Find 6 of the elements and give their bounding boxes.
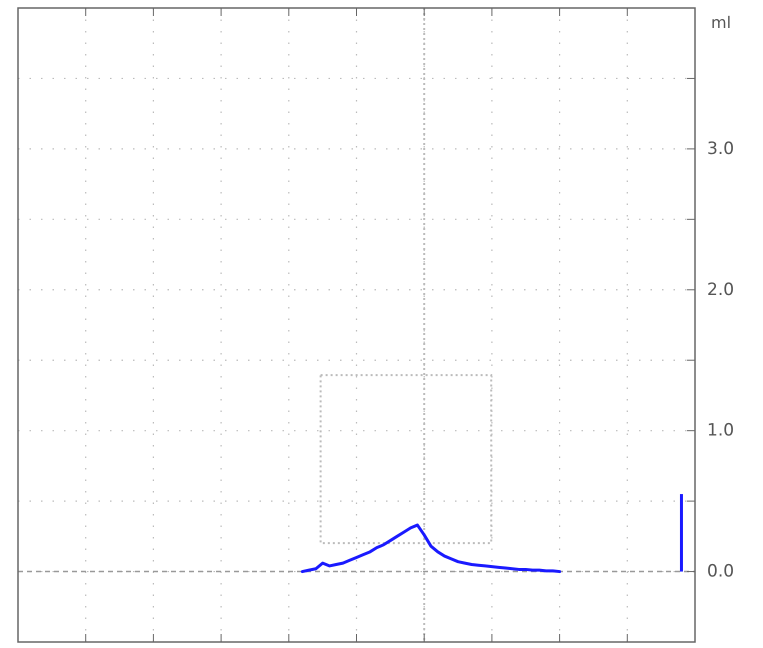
y-tick-label: 0.0 <box>707 562 734 582</box>
line-series <box>300 524 562 574</box>
y-tick-label: 3.0 <box>707 138 734 159</box>
y-axis-title: ml <box>711 13 732 32</box>
y-tick-label: 2.0 <box>707 280 734 300</box>
y-tick-label: 1.0 <box>707 420 734 441</box>
